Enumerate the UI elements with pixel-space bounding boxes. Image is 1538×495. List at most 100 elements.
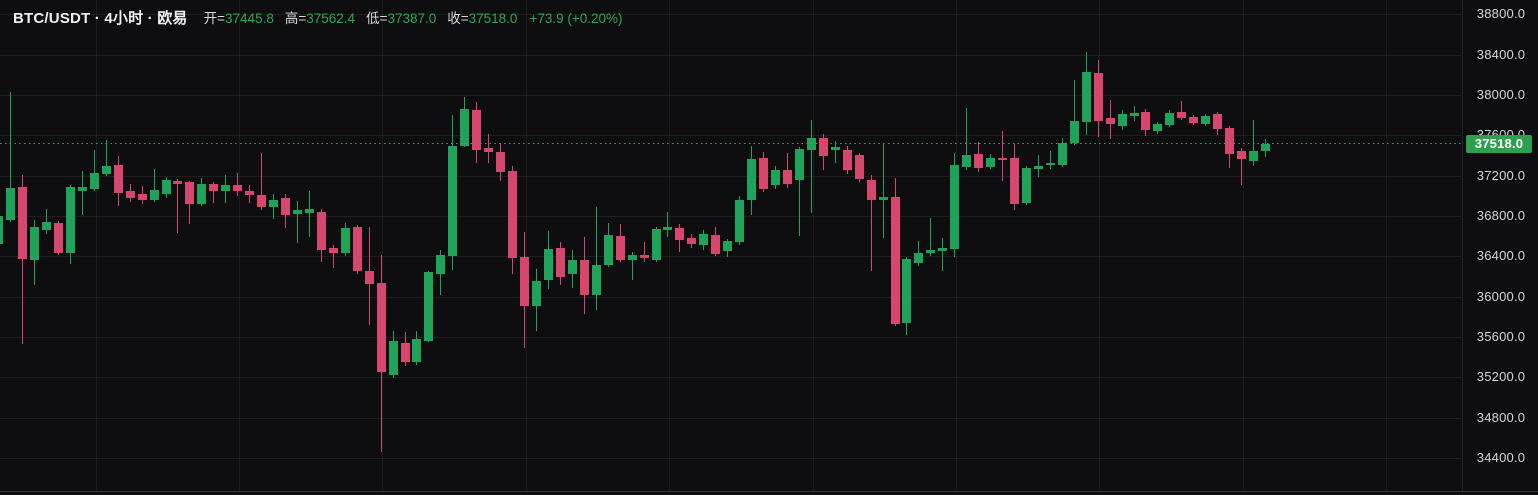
candle-down[interactable] <box>854 155 864 180</box>
candle-down[interactable] <box>257 195 267 208</box>
candle-down[interactable] <box>1177 112 1187 119</box>
candle-up[interactable] <box>304 209 314 214</box>
candle-up[interactable] <box>340 228 350 254</box>
candle-down[interactable] <box>818 138 828 157</box>
candle-up[interactable] <box>543 249 553 281</box>
candle-up[interactable] <box>412 338 422 362</box>
candle-up[interactable] <box>269 200 278 208</box>
candle-down[interactable] <box>1141 112 1151 131</box>
candle-down[interactable] <box>54 223 63 253</box>
candle-up[interactable] <box>1201 116 1211 125</box>
candle-up[interactable] <box>962 155 972 168</box>
candle-down[interactable] <box>137 194 147 201</box>
candle-down[interactable] <box>711 235 721 255</box>
candle-up[interactable] <box>723 241 733 252</box>
candle-up[interactable] <box>388 340 398 375</box>
candle-up[interactable] <box>591 265 601 295</box>
candle-down[interactable] <box>782 170 792 185</box>
candle-down[interactable] <box>1105 118 1115 125</box>
candle-down[interactable] <box>579 260 589 295</box>
candle-up[interactable] <box>1045 163 1055 166</box>
candle-down[interactable] <box>352 227 362 272</box>
candle-up[interactable] <box>448 146 458 257</box>
candle-down[interactable] <box>173 181 183 185</box>
candle-up[interactable] <box>747 159 756 201</box>
candle-up[interactable] <box>460 109 470 147</box>
candle-down[interactable] <box>18 187 28 260</box>
candle-up[interactable] <box>651 229 661 261</box>
candle-up[interactable] <box>950 165 960 250</box>
candle-up[interactable] <box>806 138 816 151</box>
candle-up[interactable] <box>424 272 434 341</box>
candle-up[interactable] <box>1153 124 1163 132</box>
candle-down[interactable] <box>1213 114 1223 130</box>
candle-up[interactable] <box>627 255 637 260</box>
candle-up[interactable] <box>1021 168 1031 204</box>
candle-down[interactable] <box>520 257 529 306</box>
candle-down[interactable] <box>209 184 219 192</box>
candle-down[interactable] <box>113 165 123 194</box>
candle-down[interactable] <box>1093 73 1103 122</box>
candle-up[interactable] <box>149 190 159 201</box>
candle-up[interactable] <box>221 185 231 192</box>
candle-down[interactable] <box>484 148 494 153</box>
candle-down[interactable] <box>890 197 900 324</box>
candle-up[interactable] <box>902 259 912 323</box>
candle-up[interactable] <box>1249 151 1258 162</box>
candle-up[interactable] <box>938 248 948 252</box>
candle-up[interactable] <box>1117 114 1127 127</box>
candle-down[interactable] <box>400 342 410 362</box>
candle-up[interactable] <box>1129 113 1139 117</box>
time-axis[interactable] <box>0 491 1538 495</box>
candle-down[interactable] <box>842 150 852 171</box>
candle-down[interactable] <box>281 198 290 216</box>
candle-up[interactable] <box>42 222 51 231</box>
candle-up[interactable] <box>101 166 111 175</box>
candle-up[interactable] <box>65 187 75 254</box>
candle-up[interactable] <box>436 255 446 275</box>
candle-up[interactable] <box>6 188 16 220</box>
candle-down[interactable] <box>615 236 625 261</box>
candle-up[interactable] <box>986 158 995 168</box>
candle-down[interactable] <box>125 191 135 199</box>
candle-down[interactable] <box>233 185 243 192</box>
candle-down[interactable] <box>687 238 697 245</box>
candle-up[interactable] <box>30 227 39 261</box>
candle-up[interactable] <box>161 180 171 195</box>
candle-down[interactable] <box>1237 151 1246 160</box>
candle-down[interactable] <box>675 228 685 241</box>
candle-down[interactable] <box>866 180 876 201</box>
candle-down[interactable] <box>555 248 565 278</box>
candle-down[interactable] <box>364 271 374 284</box>
candle-up[interactable] <box>77 187 87 192</box>
candle-up[interactable] <box>292 210 302 215</box>
candle-down[interactable] <box>472 110 482 151</box>
symbol-title[interactable]: BTC/USDT · 4小时 · 欧易 <box>13 10 188 27</box>
candle-down[interactable] <box>998 158 1007 161</box>
candle-up[interactable] <box>89 173 99 190</box>
candle-down[interactable] <box>974 154 984 169</box>
candle-up[interactable] <box>878 197 888 201</box>
candle-down[interactable] <box>1189 117 1199 124</box>
candle-down[interactable] <box>639 255 649 258</box>
candle-up[interactable] <box>926 250 936 254</box>
candle-up[interactable] <box>532 281 541 306</box>
candle-up[interactable] <box>771 170 780 186</box>
candle-down[interactable] <box>316 212 326 251</box>
candle-up[interactable] <box>1069 121 1079 144</box>
candle-up[interactable] <box>1033 166 1043 170</box>
candle-down[interactable] <box>1225 128 1234 155</box>
candle-down[interactable] <box>496 152 506 173</box>
candle-up[interactable] <box>1081 72 1091 123</box>
candle-down[interactable] <box>508 171 518 258</box>
candle-up[interactable] <box>603 235 613 265</box>
candle-up[interactable] <box>567 260 577 274</box>
candle-up[interactable] <box>1260 143 1270 151</box>
candle-up[interactable] <box>914 253 924 264</box>
candle-down[interactable] <box>376 283 386 372</box>
candle-up[interactable] <box>1165 113 1175 126</box>
candle-up[interactable] <box>0 216 4 245</box>
candle-down[interactable] <box>245 191 255 196</box>
candle-up[interactable] <box>794 149 804 181</box>
candle-up[interactable] <box>830 147 840 151</box>
